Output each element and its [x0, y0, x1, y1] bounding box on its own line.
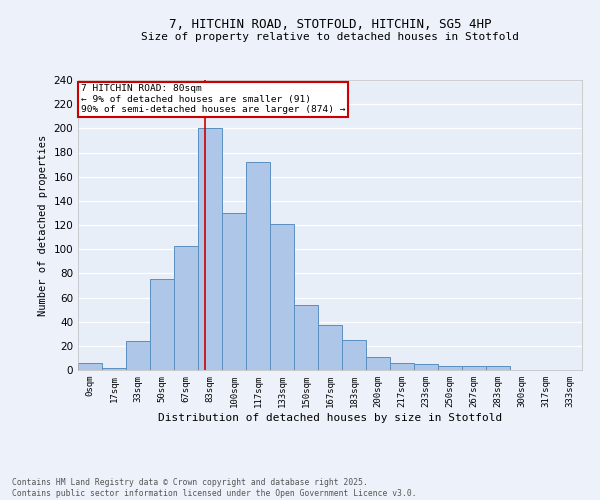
Text: 7 HITCHIN ROAD: 80sqm
← 9% of detached houses are smaller (91)
90% of semi-detac: 7 HITCHIN ROAD: 80sqm ← 9% of detached h…: [80, 84, 345, 114]
Bar: [342, 340, 366, 370]
X-axis label: Distribution of detached houses by size in Stotfold: Distribution of detached houses by size …: [158, 412, 502, 422]
Y-axis label: Number of detached properties: Number of detached properties: [38, 134, 48, 316]
Bar: [366, 356, 390, 370]
Bar: [414, 364, 438, 370]
Bar: [270, 224, 294, 370]
Bar: [294, 304, 318, 370]
Bar: [102, 368, 126, 370]
Bar: [318, 326, 342, 370]
Bar: [78, 363, 102, 370]
Bar: [198, 128, 222, 370]
Bar: [222, 213, 246, 370]
Bar: [486, 366, 510, 370]
Text: Contains HM Land Registry data © Crown copyright and database right 2025.
Contai: Contains HM Land Registry data © Crown c…: [12, 478, 416, 498]
Bar: [126, 341, 150, 370]
Bar: [462, 366, 486, 370]
Bar: [390, 363, 414, 370]
Bar: [174, 246, 198, 370]
Text: 7, HITCHIN ROAD, STOTFOLD, HITCHIN, SG5 4HP: 7, HITCHIN ROAD, STOTFOLD, HITCHIN, SG5 …: [169, 18, 491, 30]
Bar: [438, 366, 462, 370]
Bar: [246, 162, 270, 370]
Text: Size of property relative to detached houses in Stotfold: Size of property relative to detached ho…: [141, 32, 519, 42]
Bar: [150, 280, 174, 370]
